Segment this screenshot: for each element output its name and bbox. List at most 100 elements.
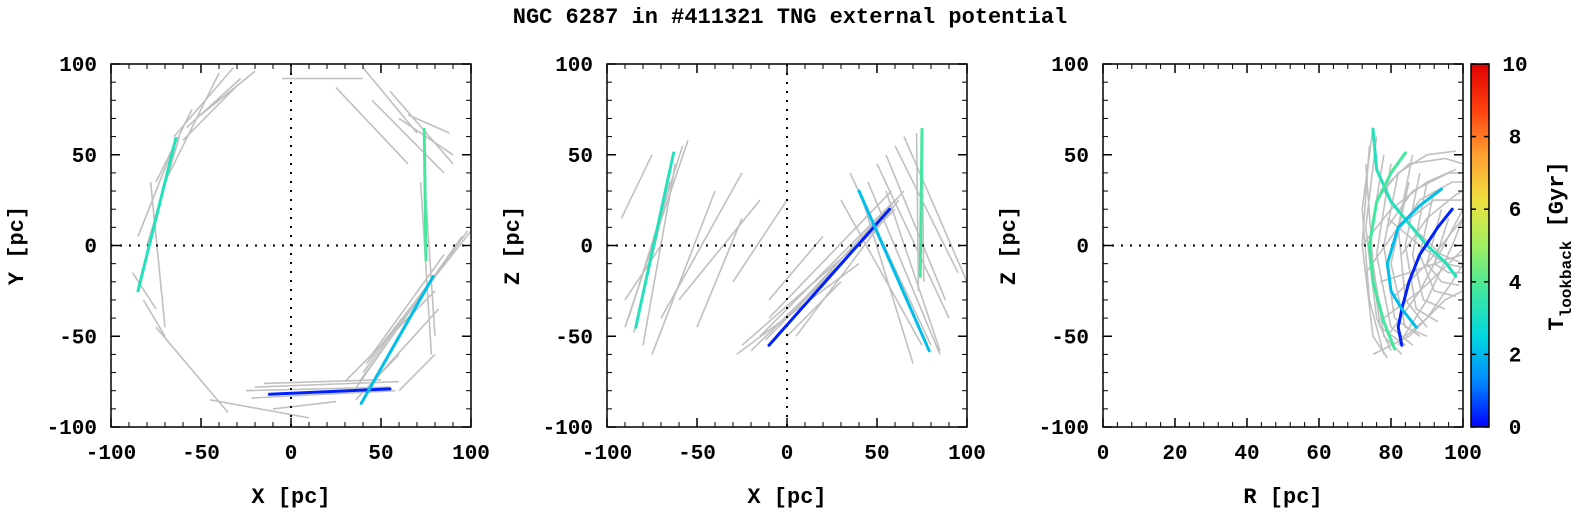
background-track: [915, 132, 920, 291]
cluster-track: [1371, 127, 1458, 278]
background-track: [1411, 181, 1446, 310]
x-tick-label: 50: [864, 443, 889, 466]
panel-1: -100 -50 0 50 100 -100 -50 0 50 100 X [pc] Y [pc]: [5, 55, 490, 510]
x-tick-label: 100: [452, 443, 490, 466]
background-track: [867, 181, 941, 355]
x-tick-label: 0: [1097, 443, 1110, 466]
colorbar-tick-label: 0: [1509, 418, 1522, 441]
background-track: [344, 290, 436, 383]
x-tick-label: 80: [1378, 443, 1403, 466]
background-track: [142, 299, 166, 337]
colorbar-tick-label: 2: [1509, 345, 1522, 368]
background-track: [759, 199, 896, 337]
background-track: [732, 199, 788, 283]
y-axis-label: Y [pc]: [5, 206, 30, 285]
colorbar-label-main: T: [1545, 317, 1570, 330]
background-track: [1401, 190, 1463, 256]
background-track: [1397, 154, 1428, 328]
background-track: [1361, 168, 1457, 246]
cluster-track: [857, 189, 931, 353]
background-track: [861, 199, 914, 364]
background-track: [164, 72, 220, 183]
cluster-track: [1385, 187, 1443, 329]
background-track: [254, 380, 400, 388]
y-tick-label: 50: [1064, 146, 1089, 169]
x-axis-label: X [pc]: [747, 485, 826, 510]
background-track: [131, 272, 157, 310]
background-track: [380, 308, 440, 374]
background-track: [389, 90, 454, 165]
x-tick-label: 100: [1444, 443, 1482, 466]
cluster-track: [767, 207, 892, 347]
background-track: [149, 181, 166, 328]
background-track: [245, 386, 391, 392]
colorbar-tick-label: 6: [1509, 200, 1522, 223]
x-tick-label: 50: [368, 443, 393, 466]
background-track: [155, 326, 229, 414]
background-track: [678, 199, 761, 301]
background-track: [1361, 145, 1389, 359]
colorbar-label: Tlookback [Gyr]: [1545, 161, 1576, 330]
background-track: [624, 245, 662, 301]
cluster-track: [1367, 151, 1407, 351]
x-tick-label: -100: [86, 443, 136, 466]
background-track: [1386, 217, 1463, 269]
background-track: [1390, 181, 1428, 338]
background-track: [768, 235, 824, 301]
colorbar-scale: [1470, 63, 1490, 428]
background-track: [137, 145, 175, 237]
plot-area: [1103, 127, 1463, 359]
y-axis-label: Z [pc]: [501, 206, 526, 285]
y-tick-label: 50: [568, 146, 593, 169]
colorbar-label-unit: [Gyr]: [1545, 161, 1570, 240]
background-track: [419, 181, 433, 355]
cluster-track: [136, 136, 178, 293]
background-track: [795, 199, 900, 337]
colorbar: 0 2 4 6 8 10 Tlookback [Gyr]: [1470, 55, 1576, 441]
x-tick-label: 0: [781, 443, 794, 466]
plot-area: [607, 64, 967, 427]
y-tick-label: -50: [555, 327, 593, 350]
background-track: [894, 145, 959, 274]
background-track: [642, 163, 677, 346]
y-tick-label: -100: [543, 418, 593, 441]
colorbar-label-sub: lookback: [1558, 240, 1576, 317]
y-tick-label: -50: [59, 327, 97, 350]
background-track: [696, 217, 743, 328]
y-tick-label: 50: [72, 146, 97, 169]
chart-title: NGC 6287 in #411321 TNG external potenti…: [513, 5, 1068, 30]
background-track: [660, 172, 743, 319]
background-track: [1386, 172, 1463, 228]
y-tick-label: 0: [84, 237, 97, 260]
x-tick-label: -50: [678, 443, 716, 466]
y-tick-label: -100: [47, 418, 97, 441]
y-axis-label: Z [pc]: [997, 206, 1022, 285]
background-track: [335, 87, 409, 165]
x-tick-label: 0: [285, 443, 298, 466]
background-track: [186, 77, 242, 129]
background-track: [371, 99, 445, 174]
x-axis-label: X [pc]: [251, 485, 330, 510]
background-track: [1372, 290, 1463, 356]
y-tick-label: 100: [1051, 55, 1089, 78]
x-tick-label: 60: [1306, 443, 1331, 466]
colorbar-tick-label: 10: [1502, 55, 1527, 78]
background-track: [362, 67, 418, 134]
background-track: [1379, 157, 1463, 192]
background-track: [777, 190, 905, 328]
x-tick-label: -50: [182, 443, 220, 466]
y-tick-label: 100: [555, 55, 593, 78]
background-track: [1418, 190, 1456, 298]
panel-3: 0 20 40 60 80 100 -100 -50 0 50 100 R [pc] Z [pc]: [997, 55, 1482, 510]
x-tick-label: 40: [1234, 443, 1259, 466]
cluster-track: [359, 274, 435, 405]
y-tick-label: 0: [1076, 237, 1089, 260]
y-tick-label: 0: [580, 237, 593, 260]
cluster-track: [422, 127, 428, 262]
background-track: [200, 70, 256, 116]
background-track: [620, 154, 653, 219]
background-track: [398, 353, 436, 392]
background-track: [651, 190, 716, 355]
plot-area: [111, 64, 471, 427]
